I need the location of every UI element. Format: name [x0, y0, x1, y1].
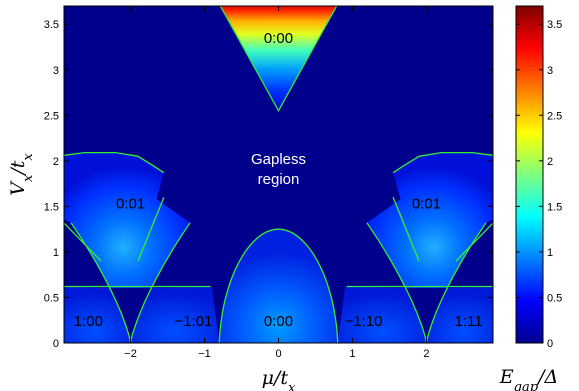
region-cell-1-00: [64, 286, 131, 343]
boundary-left-lobe-edge: [64, 222, 102, 262]
region-left-lobe: [64, 152, 191, 288]
colorbar-tick-label: 3.5: [547, 19, 562, 31]
y-tick-label: 0.5: [44, 292, 59, 304]
colorbar-tick-label: 2: [547, 156, 553, 168]
region-label: 1:00: [74, 313, 103, 330]
boundary-left-arc-outer: [70, 222, 132, 343]
boundary-left-lobe-inner: [137, 197, 165, 262]
x-axis-label: μ/tx: [262, 367, 296, 391]
boundary-wedge: [219, 6, 338, 113]
region-label: 0:00: [264, 313, 293, 330]
region-right-lobe: [366, 152, 493, 288]
region-label: 0:01: [116, 196, 145, 213]
boundary-right-lobe-top: [392, 151, 493, 174]
colorbar-label: Egap/Δ: [499, 366, 558, 391]
boundary-right-lobe-inner: [392, 197, 420, 262]
y-axis-ticks: 0 0.5 1 1.5 2 2.5 3 3.5: [44, 19, 493, 350]
region-label: region: [258, 171, 300, 188]
boundary-right-arc-outer: [425, 222, 487, 343]
colorbar-tick-label: 1.5: [547, 201, 562, 213]
y-tick-label: 3: [53, 65, 59, 77]
colorbar-tick-label: 3: [547, 65, 553, 77]
phase-boundaries: [64, 6, 493, 343]
colorbar-tick-label: 2.5: [547, 110, 562, 122]
x-axis-ticks: −2 −1 0 1 2: [124, 6, 429, 360]
region-cell-m1-10: [337, 286, 427, 343]
x-tick-label: 0: [275, 348, 281, 360]
x-tick-label: −2: [124, 348, 137, 360]
y-axis-label: Vx/tx: [7, 153, 36, 196]
boundary-left-lobe-top: [64, 151, 165, 174]
colorbar-tick-label: 0.5: [547, 292, 562, 304]
x-tick-label: −1: [198, 348, 211, 360]
y-tick-label: 3.5: [44, 19, 59, 31]
y-tick-label: 2.5: [44, 110, 59, 122]
colorbar-tick-label: 0: [547, 338, 553, 350]
colorbar-tick-label: 1: [547, 247, 553, 259]
region-label: 0:00: [264, 30, 293, 47]
boundary-right-arc-inner: [366, 222, 428, 343]
boundary-dome: [218, 228, 339, 343]
region-label: −1:10: [345, 313, 383, 330]
region-labels: 0:00 Gapless region 0:01 0:01 1:00 −1:01 0:00 −1…: [74, 30, 483, 330]
region-label: −1:01: [174, 313, 212, 330]
colorbar: 0 0.5 1 1.5 2 2.5 3 3.5: [515, 5, 562, 350]
boundary-left-arc-inner: [129, 222, 191, 343]
boundary-right-lobe-edge: [455, 222, 493, 262]
colorbar-gradient: [515, 5, 544, 344]
y-tick-label: 2: [53, 156, 59, 168]
y-tick-label: 1.5: [44, 201, 59, 213]
region-label: Gapless: [251, 151, 306, 168]
region-cell-m1-01: [130, 286, 220, 343]
y-tick-label: 0: [53, 338, 59, 350]
region-label: 0:01: [412, 196, 441, 213]
region-label: 1:11: [455, 313, 483, 330]
colorbar-ticks: 0 0.5 1 1.5 2 2.5 3 3.5: [516, 19, 562, 350]
region-center-dome: [219, 229, 338, 343]
y-tick-label: 1: [53, 247, 59, 259]
region-top-wedge: [220, 6, 337, 111]
region-cell-1-11: [426, 286, 493, 343]
x-tick-label: 2: [423, 348, 429, 360]
x-tick-label: 1: [349, 348, 355, 360]
heatmap-plot: −2 −1 0 1 2 0 0.5 1 1.5 2 2.5 3 3.5 0:00 Gapless regi…: [44, 5, 494, 360]
